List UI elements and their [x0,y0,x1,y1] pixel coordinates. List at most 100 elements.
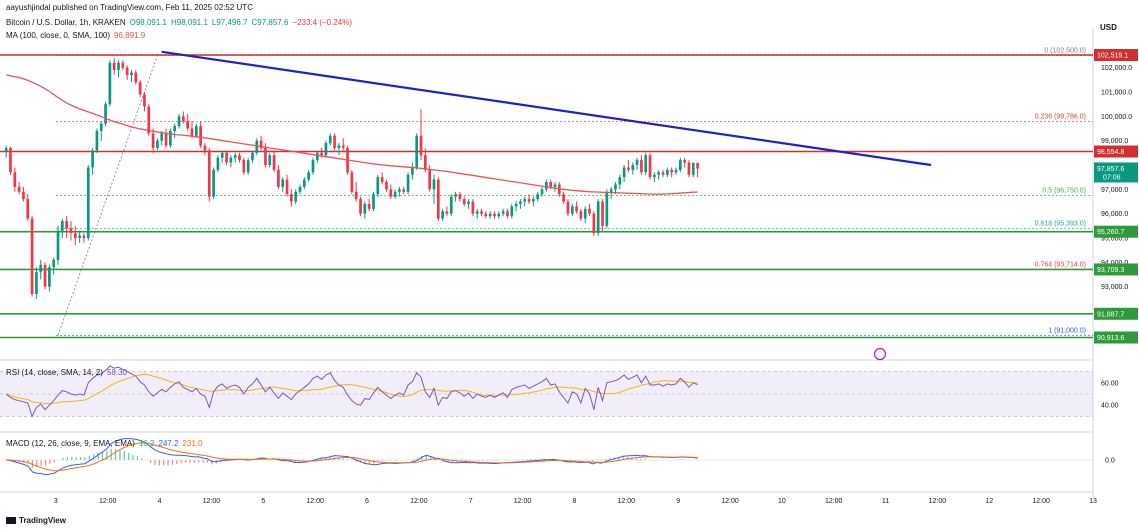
candle-body [69,228,73,234]
candle-body [493,213,496,217]
ohlc-close: C97,857.6 [251,18,289,27]
candle-body [151,133,155,148]
candle-body [640,160,643,173]
time-tick-label: 12:00 [99,498,117,505]
ohlc-open: O98,091.1 [129,18,167,27]
time-tick-label: 12 [985,498,993,505]
candle-body [285,179,289,195]
ohlc-high: H98,091.1 [170,18,208,27]
tradingview-brand[interactable]: TradingView [6,516,66,525]
time-tick-label: 9 [676,498,680,505]
candle-body [510,206,514,217]
candle-body [91,150,94,168]
candle-body [540,189,544,195]
candle-body [436,179,440,219]
candle-body [398,189,401,192]
macd-label: MACD (12, 26, close, 9, EMA, EMA) [6,439,135,448]
macd-v2: 247.2 [158,439,179,448]
candle-body [618,177,622,185]
candle-body [307,172,311,180]
candle-body [30,218,34,295]
ma-legend[interactable]: MA (100, close, 0, SMA, 100) 96,891.9 [6,31,149,40]
candle-body [203,145,207,151]
candle-body [449,196,453,214]
candle-body [43,264,47,287]
candle-body [272,155,276,170]
candle-body [82,235,86,239]
price-tick-label: 93,000.0 [1101,284,1128,291]
rsi-tick-label: 40.00 [1101,403,1119,410]
candle-body [635,160,639,166]
candle-body [320,152,323,156]
published-line: aayushjindal published on TradingView.co… [6,3,253,12]
descending-trendline [161,50,932,167]
level-badge-label: 90,913.6 [1097,335,1124,342]
currency-label[interactable]: USD [1100,23,1117,32]
candle-body [592,213,596,234]
candle-body [86,167,90,239]
candle-body [380,177,384,183]
candle-body [523,199,527,202]
candle-body [627,167,630,170]
candle-body [506,211,509,217]
candle-body [544,182,548,190]
rsi-line [5,365,698,418]
level-badge [1094,145,1138,158]
price-tick-label: 95,000.0 [1101,236,1128,243]
rsi-label: RSI (14, close, SMA, 14, 2) [6,368,103,377]
time-tick-label: 12:00 [514,498,532,505]
macd-line [6,438,698,476]
candle-body [497,213,501,217]
candle-body [583,208,587,219]
candle-body [242,160,246,173]
candle-body [259,140,263,148]
candle-body [125,67,129,75]
rsi-legend[interactable]: RSI (14, close, SMA, 14, 2) 58.30 [6,368,131,377]
candle-body [674,169,678,173]
candle-body [411,167,414,175]
candles [4,57,699,299]
lightning-icon [873,347,887,361]
candle-body [164,133,168,146]
ohlc-change: −233.4 (−0.24%) [292,18,353,27]
candle-body [207,150,211,197]
candle-body [454,194,457,197]
candle-body [372,194,375,209]
time-tick-label: 12:00 [618,498,636,505]
candle-body [35,272,38,295]
candle-body [691,162,695,175]
moving-average-line [6,74,698,195]
candle-body [104,104,107,124]
candle-body [99,123,103,131]
current-price-label: 97,857.6 [1097,166,1124,173]
time-tick-label: 12:00 [929,498,947,505]
candle-body [117,62,120,71]
candle-body [579,211,583,219]
rsi-value: 58.30 [106,368,127,377]
candle-body [458,194,462,200]
time-tick-label: 12:00 [721,498,739,505]
macd-legend[interactable]: MACD (12, 26, close, 9, EMA, EMA) 16.2 247… [6,439,207,448]
candle-body [194,126,198,136]
candle-body [527,199,531,202]
candle-body [48,267,51,287]
candle-body [653,174,656,178]
time-tick-label: 12:00 [306,498,324,505]
candle-body [255,140,259,153]
candle-body [173,126,177,131]
candle-body [622,167,626,178]
candle-body [156,140,159,148]
candle-body [514,203,518,207]
candle-body [532,199,535,202]
level-badge [1094,263,1138,276]
candle-body [588,208,591,214]
candle-body [467,201,470,204]
rsi-sma-line [6,373,698,405]
candle-body [519,201,522,204]
candle-body [9,147,12,173]
candle-body [225,152,228,163]
candle-body [333,135,336,148]
current-price-badge [1094,162,1138,183]
candle-body [73,233,77,239]
